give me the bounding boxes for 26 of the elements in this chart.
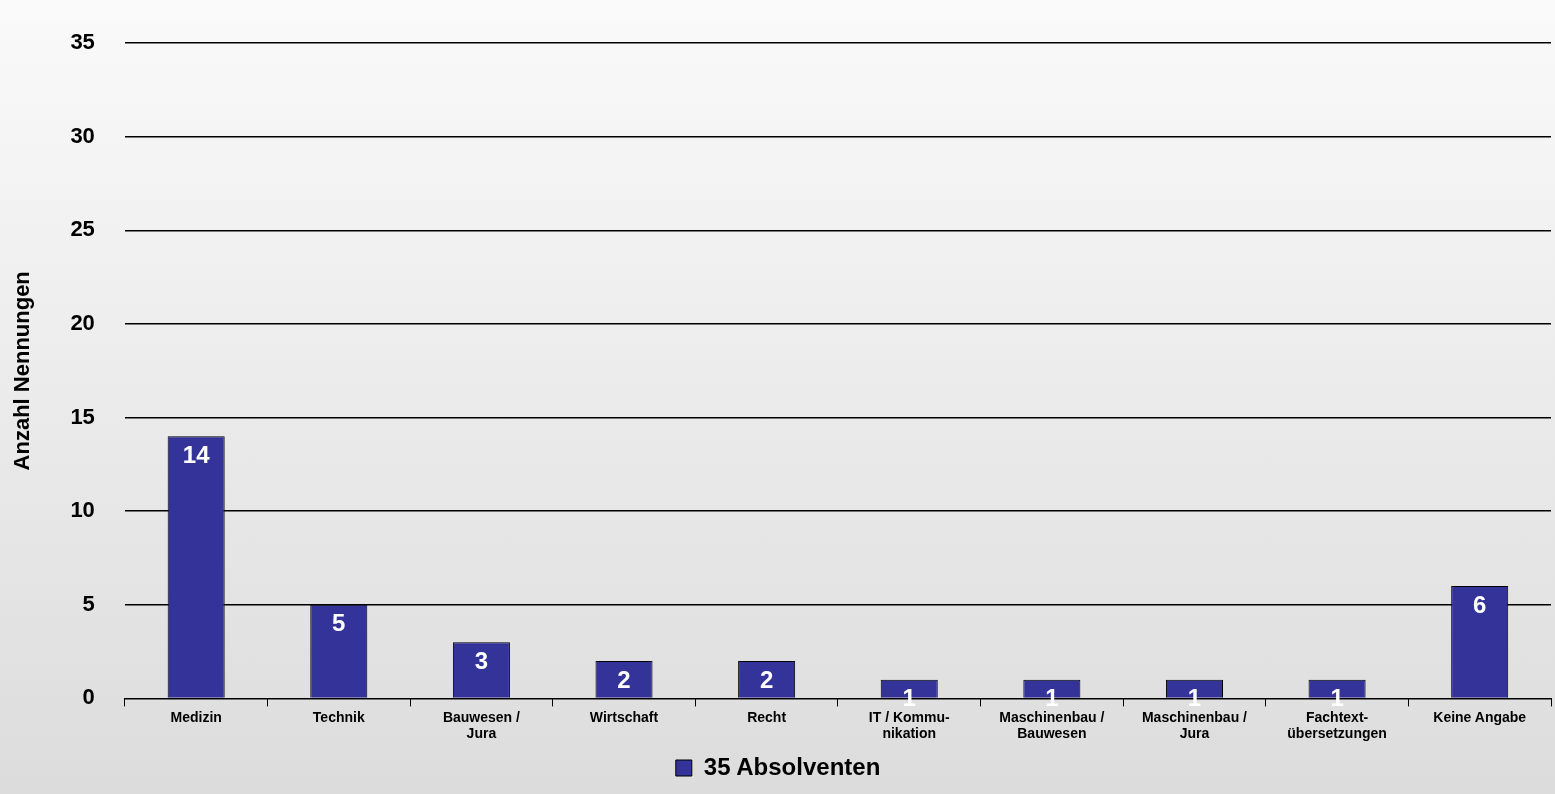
y-tick-label: 20 xyxy=(70,310,95,336)
x-tick-label: Maschinenbau / Jura xyxy=(1141,708,1248,742)
y-tick-label: 25 xyxy=(70,216,95,242)
legend-label: 35 Absolventen xyxy=(703,752,881,780)
x-tick-label: Bauwesen / Jura xyxy=(442,708,521,742)
x-tick-label: IT / Kommu- nikation xyxy=(868,708,951,742)
x-tick-label: Maschinenbau / Bauwesen xyxy=(999,708,1105,742)
data-label: 2 xyxy=(759,665,774,693)
x-tick-label: Wirtschaft xyxy=(589,708,659,725)
y-tick-label: 35 xyxy=(70,29,95,55)
y-tick-label: 30 xyxy=(70,122,95,148)
x-tick-label: Technik xyxy=(312,708,365,725)
y-tick-label: 15 xyxy=(70,403,95,429)
x-tick-label: Fachtext- übersetzungen xyxy=(1287,708,1387,742)
data-label: 6 xyxy=(1473,590,1487,618)
x-tick-label: Recht xyxy=(747,708,787,725)
y-tick-label: 10 xyxy=(70,497,95,523)
data-label: 3 xyxy=(474,646,489,674)
x-tick-label: Medizin xyxy=(170,708,222,725)
y-axis-title: Anzahl Nennungen xyxy=(9,271,35,471)
y-tick-label: 5 xyxy=(82,590,95,616)
x-tick-label: Keine Angabe xyxy=(1433,708,1527,725)
data-label: 14 xyxy=(182,440,211,468)
y-tick-label: 0 xyxy=(82,684,95,710)
data-label: 2 xyxy=(617,665,631,693)
data-label: 5 xyxy=(332,609,346,637)
